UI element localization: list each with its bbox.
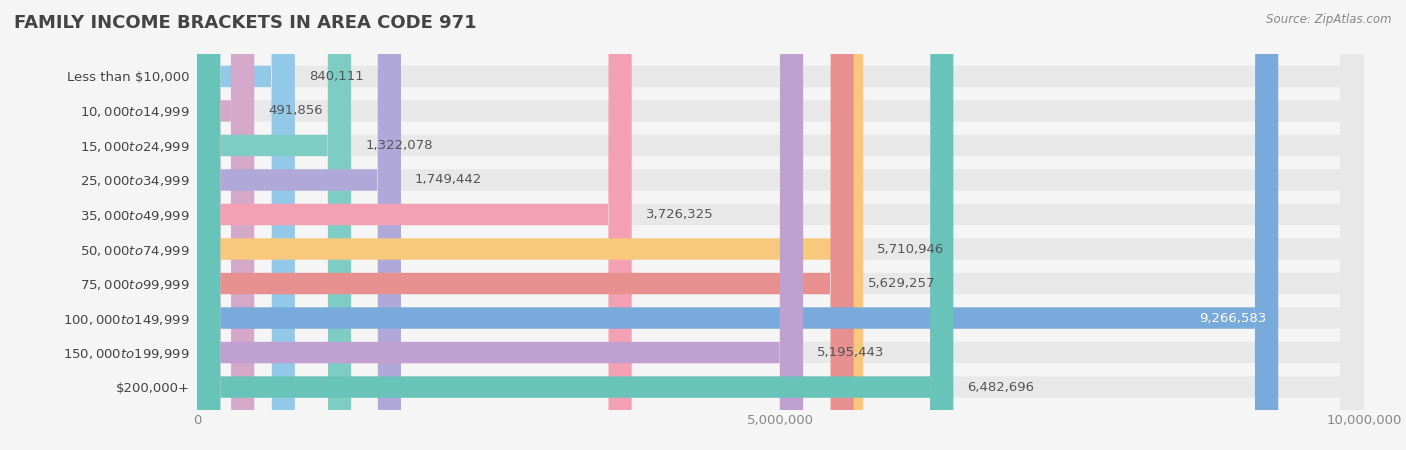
FancyBboxPatch shape (197, 0, 401, 450)
FancyBboxPatch shape (197, 0, 352, 450)
FancyBboxPatch shape (197, 0, 1364, 450)
FancyBboxPatch shape (197, 0, 1364, 450)
FancyBboxPatch shape (197, 0, 1364, 450)
Text: 9,266,583: 9,266,583 (1199, 311, 1267, 324)
Text: 5,710,946: 5,710,946 (877, 243, 945, 256)
FancyBboxPatch shape (197, 0, 853, 450)
Text: 491,856: 491,856 (269, 104, 323, 117)
Text: Source: ZipAtlas.com: Source: ZipAtlas.com (1267, 14, 1392, 27)
Text: 840,111: 840,111 (309, 70, 364, 83)
FancyBboxPatch shape (197, 0, 254, 450)
FancyBboxPatch shape (197, 0, 1364, 450)
FancyBboxPatch shape (197, 0, 863, 450)
Text: 5,629,257: 5,629,257 (868, 277, 935, 290)
Text: 1,322,078: 1,322,078 (366, 139, 433, 152)
FancyBboxPatch shape (197, 0, 1364, 450)
Text: 5,195,443: 5,195,443 (817, 346, 884, 359)
FancyBboxPatch shape (197, 0, 1278, 450)
Text: 6,482,696: 6,482,696 (967, 381, 1035, 394)
FancyBboxPatch shape (197, 0, 1364, 450)
Text: 1,749,442: 1,749,442 (415, 174, 482, 186)
FancyBboxPatch shape (197, 0, 295, 450)
FancyBboxPatch shape (197, 0, 1364, 450)
FancyBboxPatch shape (197, 0, 1364, 450)
FancyBboxPatch shape (197, 0, 1364, 450)
FancyBboxPatch shape (197, 0, 1364, 450)
FancyBboxPatch shape (197, 0, 631, 450)
Text: FAMILY INCOME BRACKETS IN AREA CODE 971: FAMILY INCOME BRACKETS IN AREA CODE 971 (14, 14, 477, 32)
FancyBboxPatch shape (197, 0, 803, 450)
Text: 3,726,325: 3,726,325 (645, 208, 713, 221)
FancyBboxPatch shape (197, 0, 953, 450)
